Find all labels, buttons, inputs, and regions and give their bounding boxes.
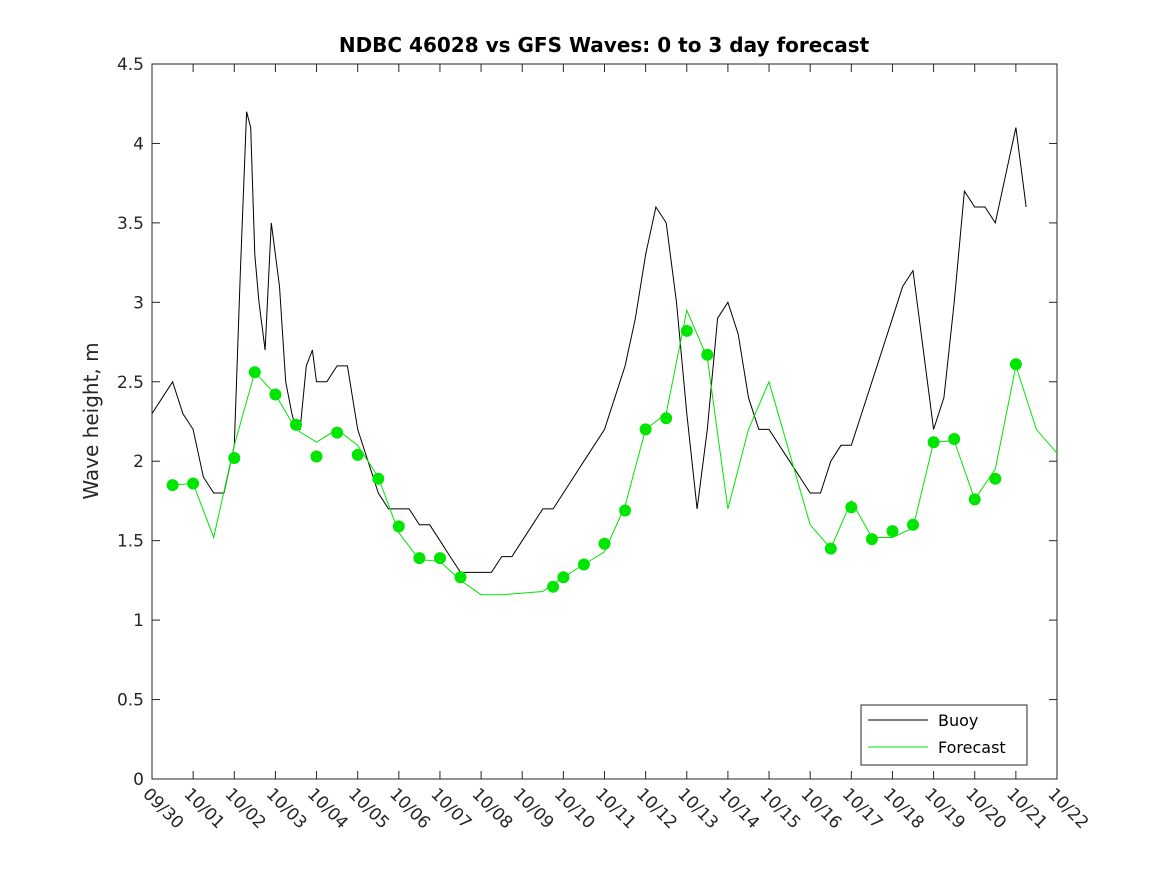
forecast-point — [680, 324, 693, 337]
y-tick-label: 3 — [133, 293, 144, 313]
y-tick-label: 0 — [133, 770, 144, 790]
forecast-point — [310, 450, 323, 463]
chart-title: NDBC 46028 vs GFS Waves: 0 to 3 day fore… — [339, 33, 870, 57]
legend: Buoy Forecast — [860, 704, 1028, 766]
forecast-point — [392, 520, 405, 533]
forecast-point — [865, 533, 878, 546]
forecast-point — [372, 472, 385, 485]
forecast-point — [907, 518, 919, 531]
forecast-point — [619, 504, 632, 517]
forecast-point — [968, 493, 981, 506]
y-tick-label: 1.5 — [117, 532, 144, 552]
plot-area — [151, 63, 1058, 780]
forecast-point — [547, 580, 560, 593]
series-layer — [151, 111, 1058, 596]
forecast-point — [639, 423, 652, 436]
forecast-point — [187, 477, 200, 490]
forecast-point — [351, 448, 364, 461]
y-tick-label: 1 — [133, 611, 144, 631]
y-axis-label: Wave height, m — [79, 342, 103, 499]
forecast-point — [434, 552, 446, 565]
legend-forecast-label: Forecast — [938, 738, 1006, 757]
forecast-point — [927, 436, 940, 449]
forecast-point — [701, 348, 714, 361]
forecast-point — [290, 418, 302, 431]
forecast-point — [660, 412, 673, 425]
y-tick-label: 4 — [133, 134, 144, 154]
forecast-point — [166, 479, 179, 492]
forecast-point — [557, 571, 570, 584]
forecast-point — [248, 366, 261, 379]
forecast-point — [886, 525, 899, 538]
y-tick-label: 3.5 — [117, 214, 144, 234]
forecast-point — [598, 537, 611, 550]
forecast-point — [948, 433, 961, 445]
forecast-point — [228, 452, 241, 464]
legend-box — [860, 704, 1028, 766]
y-tick-label: 0.5 — [117, 691, 144, 711]
forecast-point — [454, 571, 467, 584]
forecast-point — [989, 472, 1002, 485]
y-tick-label: 2.5 — [117, 373, 144, 393]
forecast-point — [824, 542, 837, 555]
forecast-point — [269, 388, 282, 401]
y-tick-label: 4.5 — [117, 55, 144, 75]
forecast-point — [577, 558, 590, 571]
forecast-point — [331, 426, 344, 439]
forecast-point — [413, 552, 426, 565]
y-axis: 0 0.5 1 1.5 2 2.5 3 3.5 4 4.5 — [117, 55, 1057, 790]
y-tick-label: 2 — [133, 452, 144, 472]
forecast-point — [845, 501, 858, 514]
forecast-point — [1009, 358, 1022, 371]
legend-buoy-label: Buoy — [938, 711, 978, 730]
series-buoy-line — [151, 111, 1027, 573]
